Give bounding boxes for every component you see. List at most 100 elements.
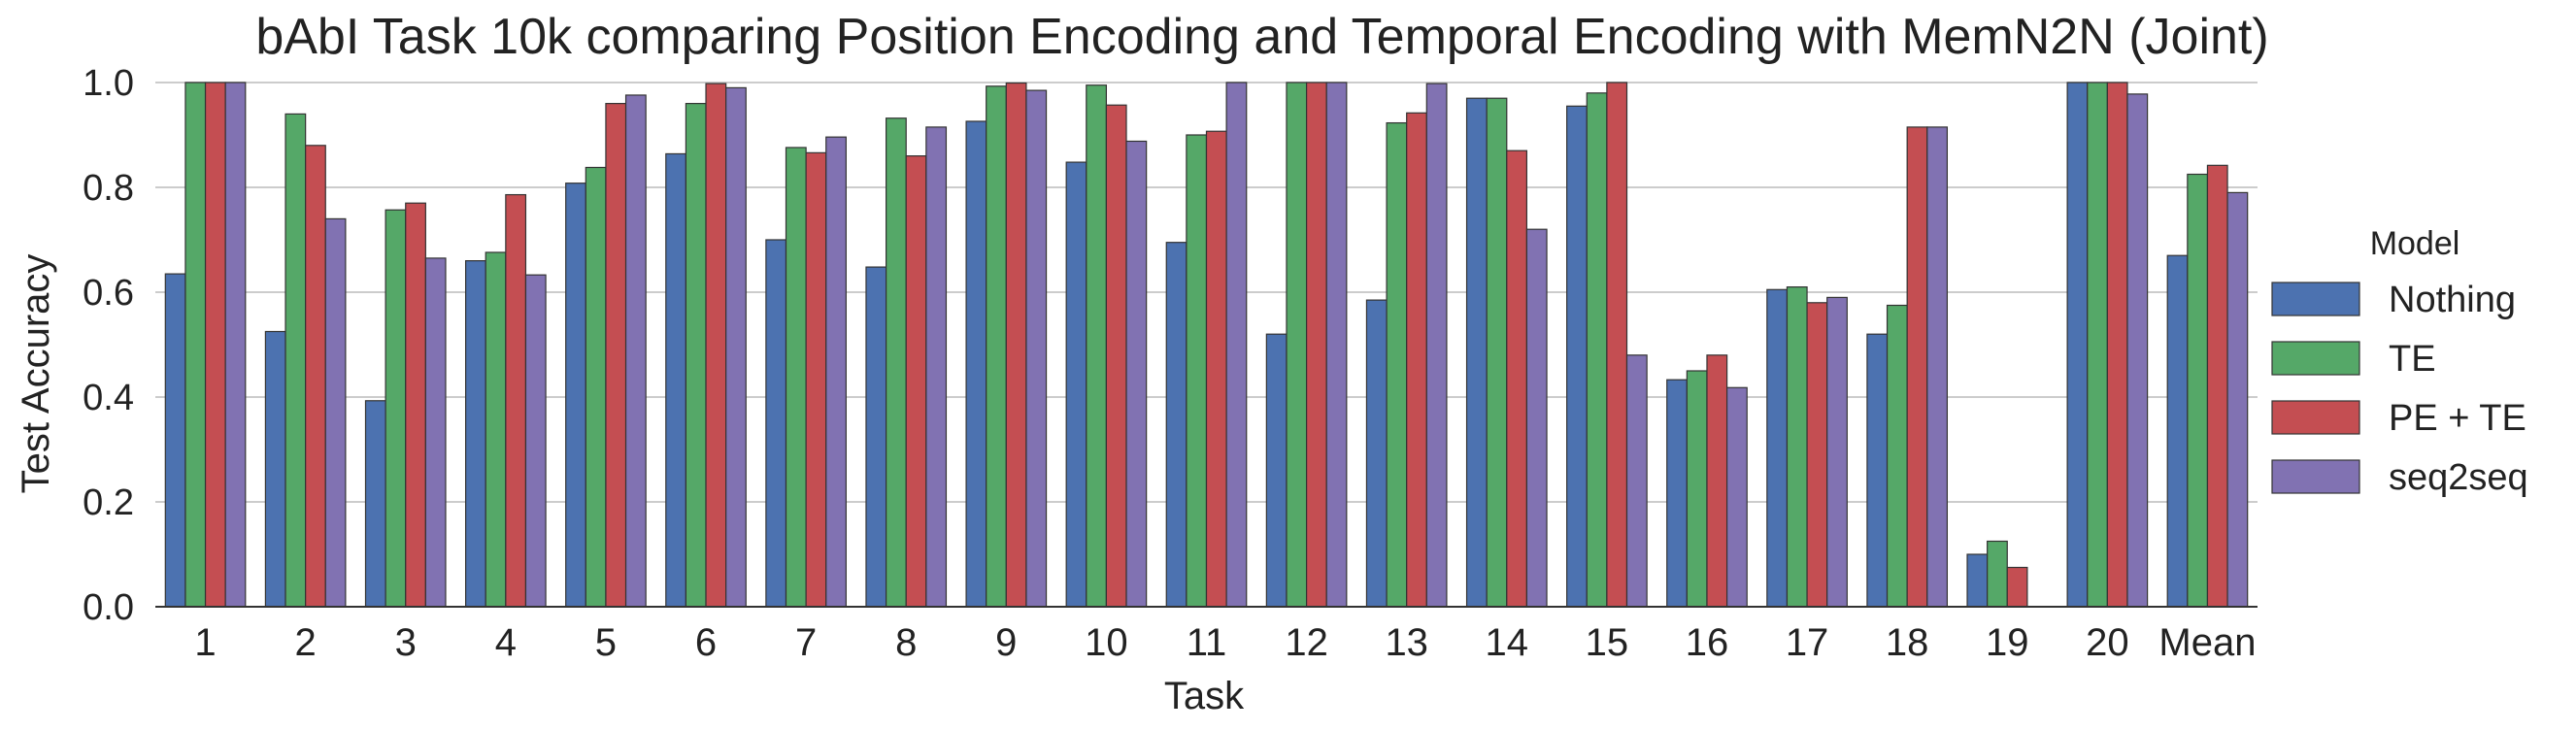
bar-nothing-14 (1465, 97, 1488, 608)
x-tick-label: 13 (1385, 621, 1428, 664)
bar-seq2seq-20 (2126, 93, 2149, 608)
bar-pe-te-4 (505, 193, 527, 608)
bar-nothing-13 (1365, 299, 1388, 608)
bar-te-3 (385, 209, 407, 608)
y-tick-label: 0.2 (83, 482, 134, 523)
x-ticks: 1 2 3 4 5 6 7 8 9 10 11 12 13 14 15 16 17 18 19 20 Mean (194, 621, 2256, 664)
bar-seq2seq-8 (925, 126, 948, 608)
x-tick-label: 10 (1085, 621, 1128, 664)
bar-pe-te-20 (2106, 82, 2128, 608)
legend-label: seq2seq (2389, 457, 2528, 498)
x-tick-label: 20 (2086, 621, 2129, 664)
bar-te-mean (2187, 173, 2209, 608)
bar-pe-te-15 (1606, 82, 1628, 608)
bar-seq2seq-6 (725, 86, 747, 608)
bar-nothing-5 (565, 183, 586, 608)
chart-title: bAbI Task 10k comparing Position Encodin… (255, 9, 2268, 65)
bar-seq2seq-18 (1926, 126, 1949, 608)
bar-seq2seq-5 (624, 94, 647, 608)
bar-seq2seq-mean (2226, 191, 2249, 608)
x-tick-label: Mean (2158, 621, 2256, 664)
bar-pe-te-3 (405, 202, 426, 608)
bar-te-16 (1686, 370, 1708, 608)
bar-pe-te-2 (305, 145, 326, 608)
legend-swatch (2271, 400, 2360, 435)
bar-seq2seq-12 (1325, 82, 1348, 608)
bar-nothing-12 (1265, 333, 1288, 608)
bar-seq2seq-4 (524, 274, 547, 608)
bar-nothing-4 (464, 260, 486, 608)
legend-label: Nothing (2389, 280, 2516, 320)
bar-nothing-19 (1966, 553, 1989, 608)
bar-seq2seq-14 (1525, 228, 1548, 608)
bar-te-18 (1886, 304, 1908, 608)
bar-pe-te-18 (1906, 126, 1928, 608)
bars (164, 82, 2249, 608)
bar-te-5 (585, 166, 607, 608)
bar-pe-te-17 (1806, 302, 1828, 608)
bar-pe-te-7 (805, 151, 827, 608)
y-tick-label: 1.0 (83, 63, 134, 104)
x-tick-label: 3 (395, 621, 417, 664)
bar-nothing-17 (1766, 288, 1789, 608)
x-tick-label: 2 (295, 621, 317, 664)
x-tick-label: 17 (1786, 621, 1829, 664)
bar-seq2seq-13 (1425, 83, 1448, 608)
x-tick-label: 11 (1187, 621, 1227, 664)
bar-te-19 (1987, 540, 2008, 608)
x-tick-label: 5 (595, 621, 617, 664)
bar-pe-te-6 (705, 83, 727, 608)
bar-te-10 (1086, 84, 1108, 608)
bar-nothing-9 (965, 120, 987, 608)
bar-pe-te-mean (2206, 164, 2228, 608)
bar-nothing-20 (2066, 82, 2089, 608)
bar-te-15 (1586, 92, 1608, 608)
bar-te-9 (986, 85, 1007, 608)
bar-seq2seq-10 (1125, 140, 1148, 608)
bar-nothing-8 (865, 266, 887, 608)
bar-te-2 (284, 113, 307, 608)
bar-seq2seq-16 (1725, 386, 1748, 608)
bar-pe-te-10 (1105, 104, 1127, 608)
bar-nothing-7 (765, 239, 787, 608)
bar-te-17 (1786, 286, 1808, 608)
x-tick-label: 9 (995, 621, 1017, 664)
y-axis-label: Test Accuracy (15, 254, 57, 494)
legend-label: PE + TE (2389, 398, 2526, 439)
bar-pe-te-1 (204, 82, 226, 608)
bar-nothing-1 (164, 273, 186, 608)
legend: Model Nothing TE PE + TE seq2seq (2271, 225, 2528, 498)
bar-te-4 (485, 251, 507, 608)
bar-pe-te-8 (905, 155, 927, 608)
legend-swatch (2271, 282, 2360, 316)
bar-te-11 (1186, 134, 1208, 608)
y-tick-label: 0.4 (83, 378, 134, 418)
x-tick-label: 16 (1686, 621, 1729, 664)
bar-te-14 (1486, 97, 1508, 608)
bar-pe-te-13 (1406, 112, 1427, 608)
bar-te-20 (2087, 82, 2108, 608)
x-tick-label: 19 (1986, 621, 2029, 664)
bar-seq2seq-3 (424, 257, 447, 608)
bar-nothing-6 (665, 152, 687, 608)
bar-te-7 (785, 147, 807, 608)
bar-nothing-2 (264, 330, 286, 608)
bar-nothing-mean (2166, 254, 2189, 608)
legend-title: Model (2370, 225, 2460, 262)
bar-pe-te-9 (1005, 82, 1027, 608)
bar-pe-te-16 (1706, 354, 1728, 608)
y-ticks: 0.0 0.2 0.4 0.6 0.8 1.0 (83, 63, 134, 628)
legend-label: TE (2389, 339, 2436, 380)
bar-te-12 (1286, 82, 1308, 608)
x-tick-label: 12 (1285, 621, 1328, 664)
bar-seq2seq-2 (324, 217, 347, 608)
x-tick-label: 7 (795, 621, 817, 664)
bar-nothing-18 (1866, 333, 1889, 608)
y-tick-label: 0.0 (83, 587, 134, 628)
bar-pe-te-14 (1506, 150, 1528, 608)
bar-nothing-10 (1065, 161, 1087, 608)
legend-swatch (2271, 341, 2360, 376)
bar-pe-te-5 (605, 102, 627, 608)
x-tick-label: 1 (194, 621, 216, 664)
bar-te-1 (184, 82, 207, 608)
